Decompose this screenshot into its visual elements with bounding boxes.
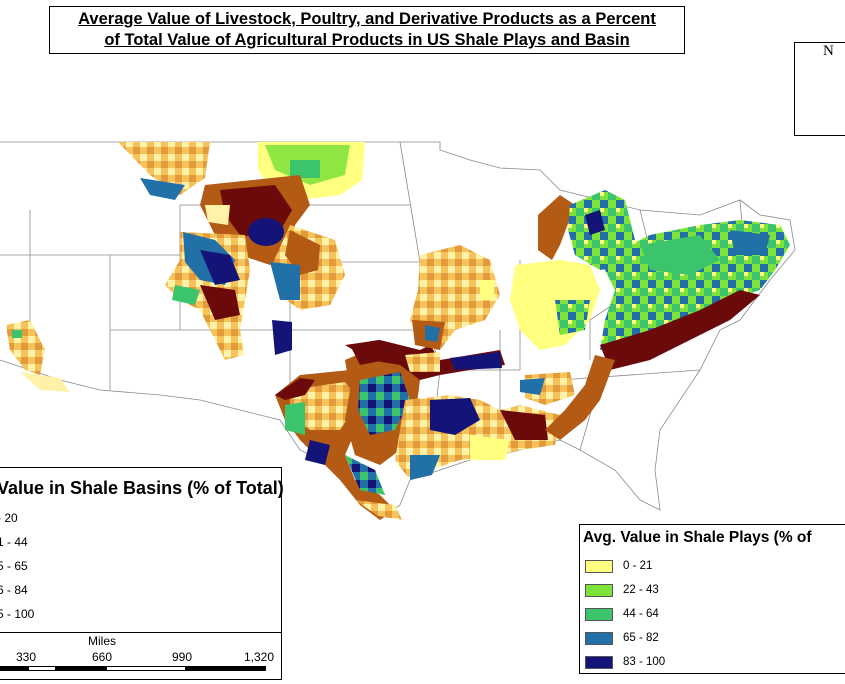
north-arrow: N: [794, 42, 845, 136]
shale-play-appalachian: [510, 220, 790, 440]
shale-basin-montana: [118, 142, 210, 200]
legend-basins-title: Value in Shale Basins (% of Total): [0, 478, 284, 498]
legend-basins-class-5: 5 - 100: [0, 607, 35, 621]
legend-shale-plays: Avg. Value in Shale Plays (% of 0 - 21 2…: [579, 524, 845, 674]
legend-basins-class-3: 5 - 65: [0, 559, 28, 573]
scale-bar-tick-4: 1,320: [244, 650, 275, 664]
legend-basins-class-2: 1 - 44: [0, 535, 28, 549]
legend-plays-class-4: 65 - 82: [623, 632, 659, 644]
scale-bar-segment-3: [56, 666, 106, 671]
north-label: N: [823, 43, 834, 59]
scale-bar-segment-2: [28, 666, 56, 671]
legend-plays-swatch-2: [585, 584, 613, 597]
scale-bar-tick-2: 660: [92, 650, 113, 664]
shale-basin-california: [6, 320, 70, 392]
legend-plays-class-1: 0 - 21: [623, 560, 653, 572]
legend-plays-swatch-1: [585, 560, 613, 573]
legend-plays-class-5: 83 - 100: [623, 656, 666, 668]
legend-plays-title: Avg. Value in Shale Plays (% of: [583, 529, 812, 546]
legend-plays-class-3: 44 - 64: [623, 608, 659, 620]
scale-bar-segment-1: [0, 666, 28, 671]
shale-basin-gulf-coast: [395, 395, 560, 480]
shale-basin-michigan: [538, 190, 635, 270]
legend-plays-class-2: 22 - 43: [623, 584, 659, 596]
legend-plays-swatch-4: [585, 632, 613, 645]
shale-basin-uinta: [165, 232, 292, 360]
shale-basin-illinois: [410, 245, 500, 350]
scale-bar-segment-4: [106, 666, 186, 671]
legend-shale-basins: Value in Shale Basins (% of Total) - 20 …: [0, 467, 284, 637]
legend-plays-swatch-3: [585, 608, 613, 621]
map-title: Average Value of Livestock, Poultry, and…: [49, 6, 685, 54]
legend-basins-class-1: - 20: [0, 511, 18, 525]
scale-bar-tick-3: 990: [172, 650, 193, 664]
shale-basin-anadarko: [345, 340, 505, 380]
scale-bar-tick-1: 330: [16, 650, 37, 664]
scale-bar-segment-5: [186, 666, 266, 671]
scale-bar-units: Miles: [88, 634, 117, 648]
map-title-line-1: Average Value of Livestock, Poultry, and…: [78, 10, 656, 28]
map-title-line-2: of Total Value of Agricultural Products …: [104, 31, 630, 49]
legend-basins-class-4: 6 - 84: [0, 583, 28, 597]
scale-bar: Miles 330 660 990 1,320: [0, 632, 282, 680]
legend-plays-swatch-5: [585, 656, 613, 669]
